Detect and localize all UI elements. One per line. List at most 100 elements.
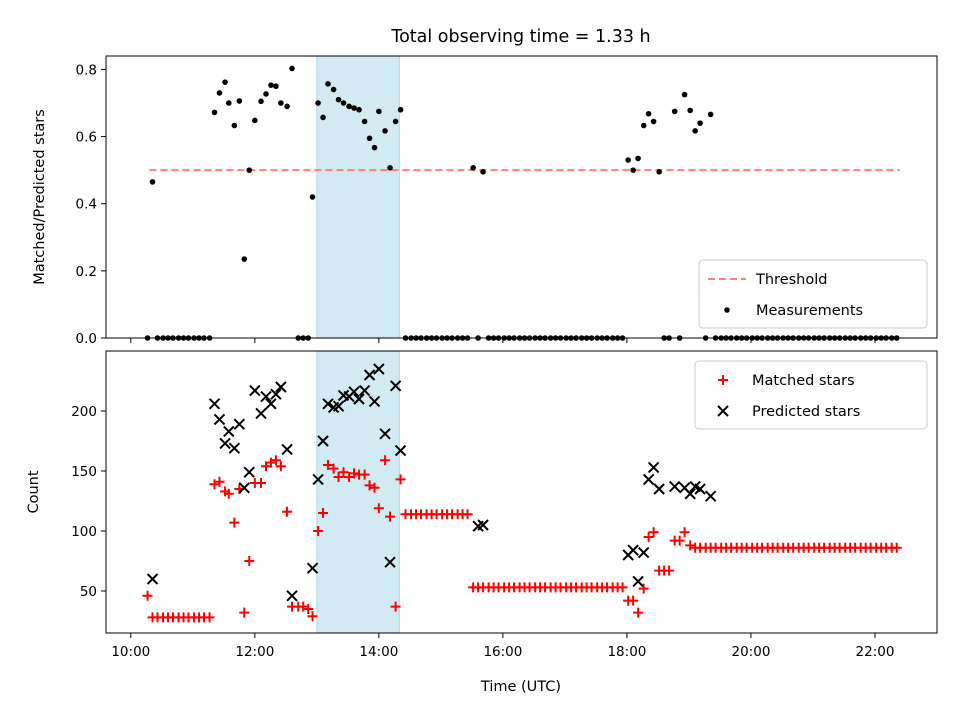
data-point [209, 479, 220, 490]
x-tick-label: 12:00 [235, 644, 274, 660]
data-point [390, 601, 401, 612]
data-point [359, 469, 370, 480]
data-point [246, 167, 253, 173]
data-point [394, 444, 407, 457]
data-point [208, 398, 221, 410]
data-point [238, 482, 251, 494]
data-point [211, 109, 218, 116]
data-point [470, 164, 476, 171]
data-point [707, 111, 714, 118]
legend-swatch [724, 307, 730, 313]
data-point [640, 122, 647, 129]
data-point [338, 467, 349, 478]
data-point [674, 535, 685, 546]
data-point [625, 157, 631, 163]
data-point [252, 117, 258, 124]
data-point [236, 98, 243, 104]
data-point [330, 86, 337, 93]
y-axis-label: Matched/Predicted stars [32, 109, 48, 285]
legend: Threshold Measurements [698, 259, 928, 329]
data-point [617, 582, 628, 593]
data-point [278, 100, 284, 106]
data-point [239, 607, 250, 618]
data-point [273, 83, 279, 90]
data-point [704, 490, 717, 502]
legend-frame [694, 360, 928, 430]
data-point [373, 363, 385, 375]
data-point [323, 460, 334, 470]
data-point [268, 82, 274, 89]
x-tick-label: 14:00 [359, 644, 398, 660]
data-point [249, 384, 261, 397]
data-point [349, 468, 360, 479]
data-point [333, 472, 344, 482]
x-tick-label: 10:00 [111, 644, 150, 660]
x-axis-label: Time (UTC) [480, 679, 561, 695]
data-point [229, 517, 240, 528]
data-point [462, 509, 473, 520]
data-point [328, 463, 339, 474]
legend-label: Matched stars [752, 373, 855, 389]
data-point [477, 519, 489, 531]
data-point [312, 473, 324, 486]
data-point [223, 488, 234, 499]
series-matched-stars [142, 455, 902, 623]
data-point [645, 110, 652, 117]
data-point [395, 474, 406, 485]
x-tick-label: 16:00 [483, 644, 522, 660]
legend-swatch [718, 375, 728, 385]
data-point [389, 380, 402, 392]
observing-window-span [316, 55, 400, 339]
y-tick-label: 0.4 [76, 197, 97, 213]
data-point [289, 65, 295, 72]
data-point [628, 595, 639, 606]
data-point [260, 390, 272, 403]
data-point [380, 455, 391, 466]
data-point [635, 155, 641, 162]
data-point [298, 601, 309, 612]
data-point [313, 526, 324, 536]
data-point [373, 503, 384, 514]
data-point [379, 428, 391, 440]
data-point [255, 407, 267, 420]
data-point [648, 527, 659, 538]
data-point [275, 461, 286, 472]
data-point [231, 122, 238, 129]
chart-title: Total observing time = 1.33 h [390, 27, 650, 47]
data-point [275, 381, 287, 393]
data-point [340, 100, 347, 106]
data-point [320, 114, 326, 121]
data-point [284, 103, 290, 110]
data-point [366, 135, 373, 142]
data-point [684, 488, 696, 500]
data-point [335, 96, 342, 103]
data-point [219, 437, 231, 450]
legend-label: Threshold [755, 272, 827, 288]
data-point [142, 590, 153, 601]
data-point [664, 565, 675, 576]
data-point [263, 91, 269, 97]
data-point [647, 461, 660, 474]
data-point [353, 393, 365, 405]
axes-frame [105, 350, 938, 634]
y-tick-label: 0.0 [76, 331, 97, 347]
series-predicted-stars [146, 363, 717, 602]
data-point [213, 413, 226, 426]
data-point [216, 90, 223, 96]
data-point [222, 79, 228, 85]
data-point [233, 418, 246, 430]
data-point [697, 120, 703, 126]
data-point [243, 466, 255, 478]
data-point [638, 583, 649, 594]
data-point [643, 532, 654, 542]
legend-label: Predicted stars [752, 404, 860, 420]
data-point [306, 562, 319, 574]
data-point [891, 542, 902, 553]
x-tick-label: 22:00 [856, 644, 895, 660]
panel-ratio: 0.0 0.2 0.4 0.6 0.8 Matched/Predicted stars Th… [32, 55, 938, 347]
data-point [692, 128, 698, 134]
data-point [633, 607, 644, 618]
data-point [256, 478, 267, 488]
data-point [309, 194, 316, 200]
data-point [356, 106, 362, 113]
